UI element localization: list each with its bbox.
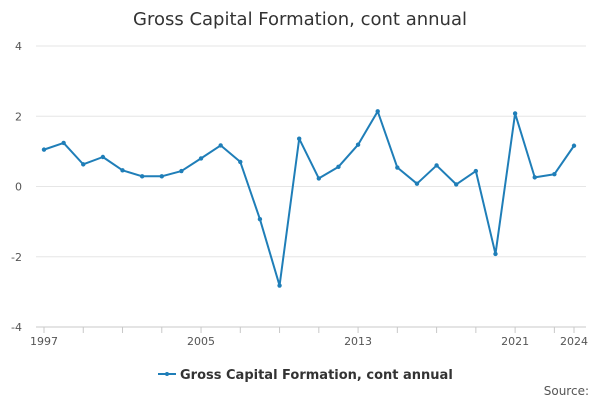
data-point[interactable]	[336, 164, 341, 170]
y-tick-label: 4	[15, 40, 22, 53]
series-lines	[43, 110, 575, 287]
legend-label: Gross Capital Formation, cont annual	[180, 368, 453, 383]
data-point[interactable]	[375, 109, 380, 114]
source-label: Source:	[544, 384, 589, 398]
chart-title: Gross Capital Formation, cont annual	[133, 9, 467, 30]
data-point[interactable]	[454, 182, 459, 187]
data-point[interactable]	[395, 165, 400, 170]
data-point[interactable]	[296, 136, 302, 141]
data-point[interactable]	[414, 181, 420, 186]
legend[interactable]: Gross Capital Formation, cont annual	[158, 368, 453, 383]
data-point[interactable]	[552, 172, 557, 177]
data-point[interactable]	[473, 168, 479, 174]
x-tick-label: 2024	[560, 335, 588, 348]
data-point[interactable]	[61, 140, 66, 146]
y-tick-label: 2	[15, 110, 22, 123]
x-tick-label: 2021	[501, 335, 529, 348]
data-point[interactable]	[159, 174, 164, 179]
data-point[interactable]	[355, 142, 361, 147]
data-point[interactable]	[100, 154, 106, 160]
data-point[interactable]	[257, 216, 263, 222]
y-tick-label: -2	[11, 251, 22, 264]
x-tick-label: 1997	[30, 335, 58, 348]
data-point[interactable]	[316, 176, 322, 181]
data-point[interactable]	[218, 143, 223, 148]
y-tick-label: -4	[11, 321, 22, 334]
x-tick-label: 2005	[187, 335, 215, 348]
data-point[interactable]	[512, 111, 518, 116]
data-point[interactable]	[198, 156, 204, 161]
data-point[interactable]	[434, 163, 439, 168]
legend-marker	[165, 372, 169, 376]
data-point[interactable]	[179, 168, 184, 174]
data-point[interactable]	[120, 168, 125, 173]
x-tick-label: 2013	[344, 335, 372, 348]
data-point[interactable]	[493, 251, 498, 257]
x-axis: 1997 2005 2013 2021 2024	[30, 326, 588, 348]
grid-lines	[36, 45, 586, 328]
series-line	[43, 110, 575, 287]
data-point[interactable]	[139, 174, 145, 179]
data-point[interactable]	[41, 147, 47, 152]
y-axis: -4 -2 0 2 4	[11, 40, 22, 334]
data-points	[41, 109, 577, 288]
data-point[interactable]	[571, 143, 577, 148]
data-point[interactable]	[277, 283, 282, 288]
data-point[interactable]	[238, 159, 243, 165]
data-point[interactable]	[532, 175, 537, 180]
data-point[interactable]	[81, 162, 86, 167]
y-tick-label: 0	[15, 181, 22, 194]
